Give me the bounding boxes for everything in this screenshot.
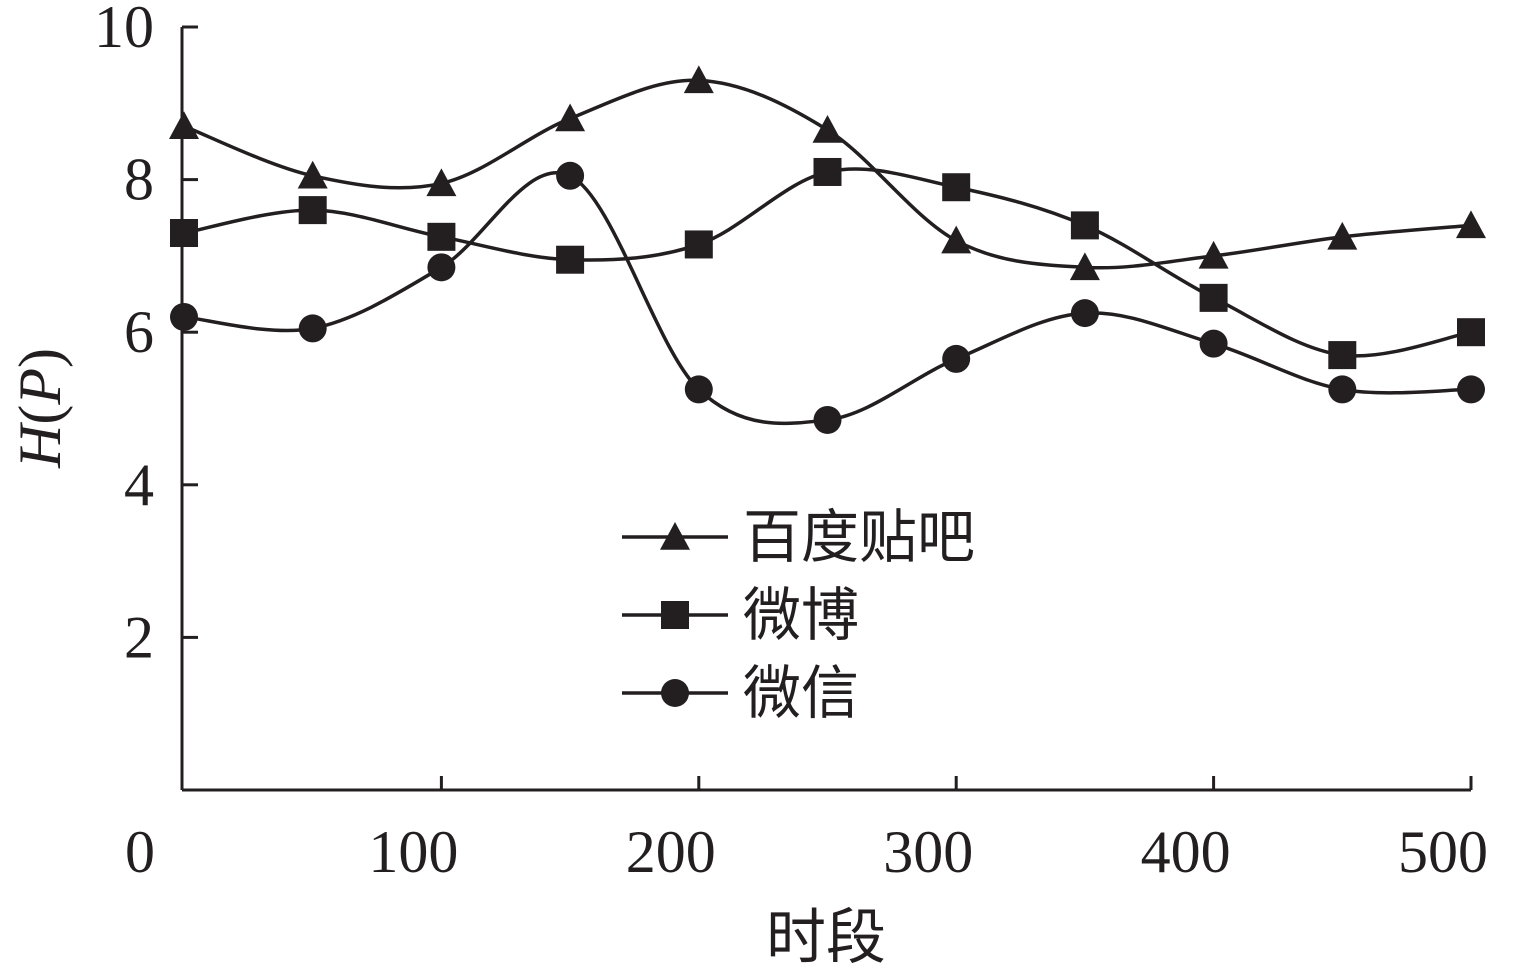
series-circle (170, 161, 1485, 434)
x-ticks: 0 100 200 300 400 500 (125, 776, 1488, 885)
x-tick-label: 200 (626, 819, 716, 885)
x-tick-label: 100 (368, 819, 458, 885)
data-point-circle (1328, 375, 1357, 404)
legend-item-circle: 微信 (622, 659, 859, 727)
data-point-triangle (426, 168, 457, 197)
data-point-square (684, 230, 713, 259)
data-point-circle (427, 253, 456, 282)
data-point-triangle (297, 160, 328, 189)
data-point-triangle (683, 65, 714, 94)
y-tick-label: 10 (94, 0, 154, 60)
legend-item-square: 微博 (622, 581, 859, 649)
data-point-circle (813, 405, 842, 434)
data-point-square (813, 157, 842, 186)
y-axis-title-close: ) (7, 348, 73, 368)
data-point-circle (942, 344, 971, 373)
legend-label: 微博 (743, 581, 859, 649)
data-point-circle (170, 302, 198, 331)
y-tick-label: 6 (124, 299, 154, 365)
data-point-square (1328, 341, 1357, 370)
data-point-triangle (941, 225, 972, 254)
data-point-square (1199, 283, 1228, 312)
data-point-square (427, 222, 456, 251)
axes: 0 100 200 300 400 500 2 4 6 8 10 (94, 0, 1488, 885)
data-point-square (1070, 211, 1099, 240)
data-point-square (942, 173, 971, 202)
data-point-square (556, 245, 585, 274)
data-point-triangle (1198, 240, 1229, 269)
x-tick-label: 0 (125, 819, 155, 885)
series-triangle (169, 65, 1486, 281)
x-axis-title: 时段 (766, 905, 886, 971)
x-tick-label: 500 (1398, 819, 1488, 885)
data-point-circle (1070, 299, 1099, 328)
x-tick-label: 400 (1141, 819, 1231, 885)
data-point-square (1457, 318, 1485, 347)
series-group (169, 65, 1486, 434)
legend-marker-triangle (660, 522, 690, 550)
y-axis-title-main: H (7, 421, 73, 469)
data-point-triangle (1327, 221, 1358, 250)
y-tick-label: 8 (124, 147, 154, 213)
data-point-circle (684, 375, 713, 404)
y-tick-label: 4 (124, 452, 154, 518)
data-point-circle (556, 161, 585, 190)
series-line-circle (183, 171, 1472, 426)
data-point-circle (1457, 375, 1485, 404)
legend-marker-square (661, 601, 689, 629)
legend-item-triangle: 百度贴吧 (622, 503, 975, 571)
data-point-square (170, 219, 198, 248)
legend-label: 百度贴吧 (743, 503, 975, 571)
data-point-triangle (1456, 210, 1486, 239)
data-point-square (298, 196, 327, 225)
legend-label: 微信 (743, 659, 859, 727)
x-tick-label: 300 (883, 819, 973, 885)
y-axis-title: H(P) (7, 348, 73, 469)
y-axis-title-open: ( (7, 405, 73, 425)
data-point-triangle (555, 103, 586, 132)
series-square (170, 157, 1485, 370)
legend-marker-circle (661, 679, 689, 707)
y-tick-label: 2 (124, 604, 154, 670)
data-point-triangle (169, 111, 199, 139)
series-line-square (183, 167, 1472, 358)
y-ticks: 2 4 6 8 10 (94, 0, 198, 670)
y-axis-title-var: P (7, 368, 73, 406)
data-point-circle (1199, 329, 1228, 358)
data-point-triangle (812, 115, 843, 143)
data-point-circle (298, 314, 327, 343)
data-point-triangle (1069, 252, 1100, 281)
